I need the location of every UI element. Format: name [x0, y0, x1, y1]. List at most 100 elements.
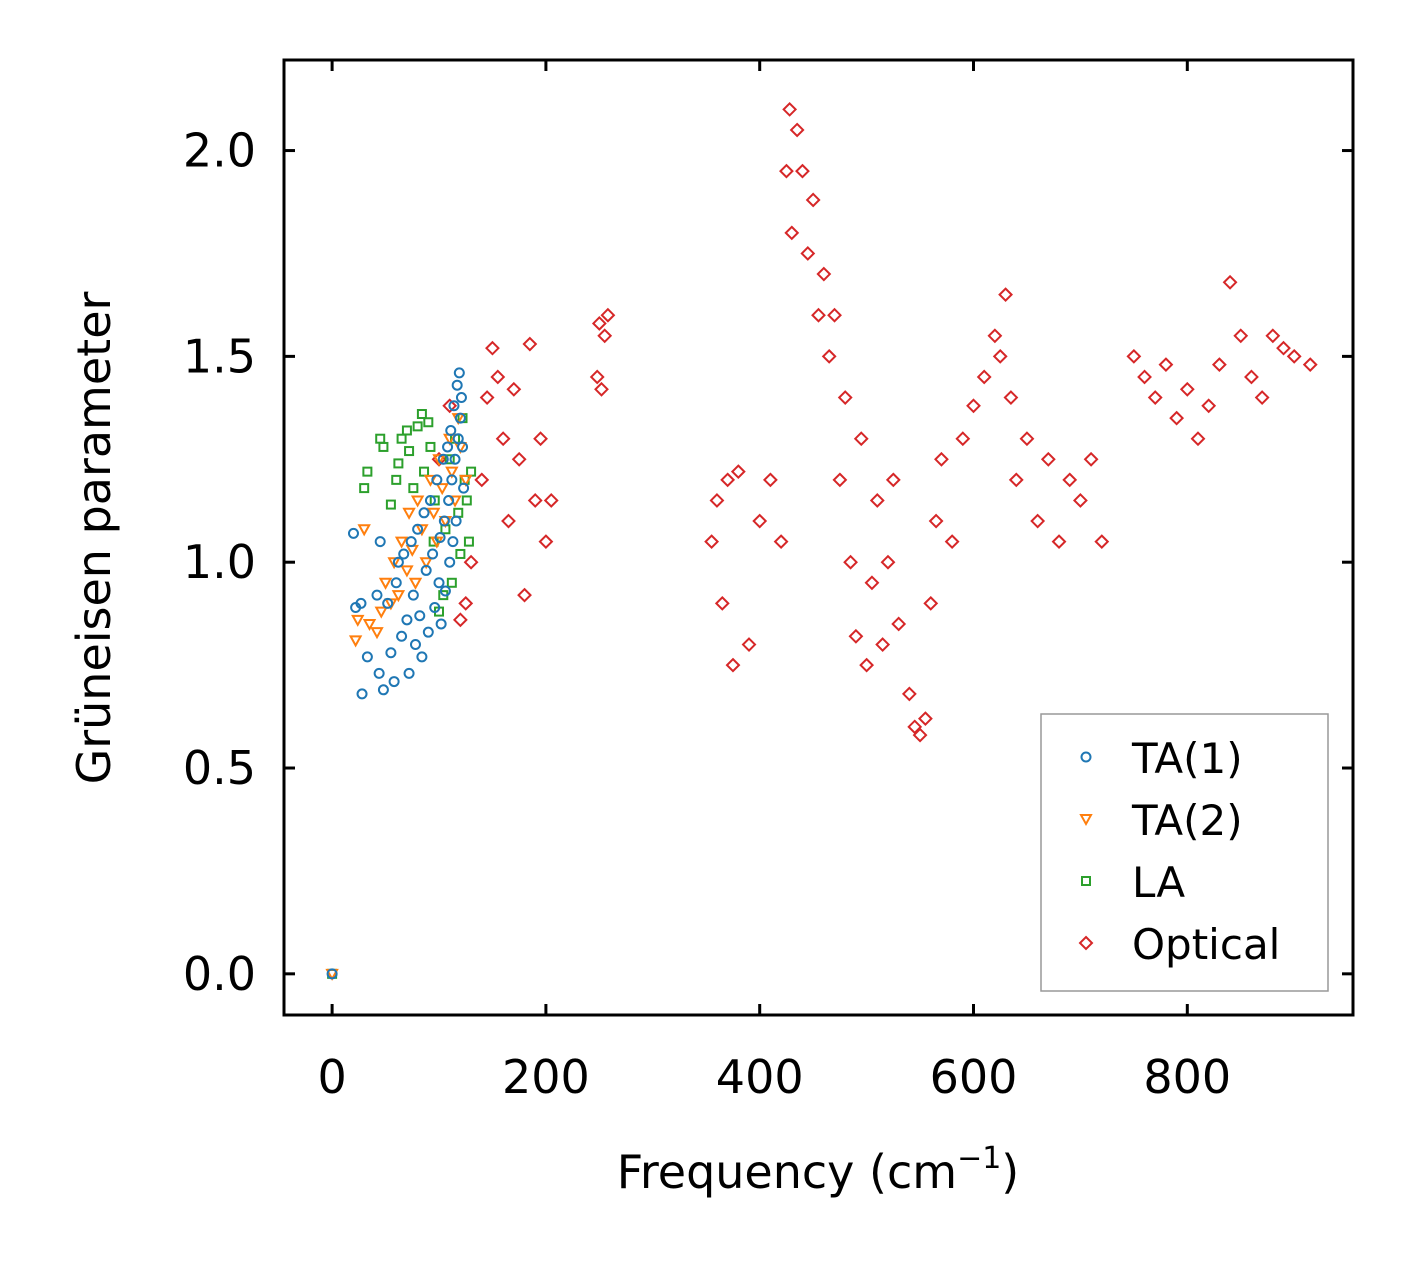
data-point: [597, 328, 613, 344]
data-point: [725, 657, 741, 673]
series-ta-2: [325, 413, 473, 981]
data-point: [426, 507, 441, 520]
data-point: [385, 499, 396, 510]
data-point: [1003, 390, 1019, 405]
series-la: [327, 409, 477, 979]
data-point: [391, 590, 406, 603]
data-point: [1019, 431, 1035, 447]
data-point: [789, 122, 805, 138]
data-point: [401, 614, 413, 626]
data-point: [396, 630, 408, 642]
data-point: [447, 536, 459, 548]
data-point: [408, 577, 423, 590]
data-point: [811, 307, 826, 323]
data-point: [404, 446, 415, 457]
y-tick-label: 1.5: [183, 329, 256, 383]
data-point: [391, 474, 402, 485]
data-point: [377, 684, 389, 696]
legend: TA(1) TA(2) LA Optical: [1040, 713, 1329, 992]
y-tick-labels: 0.0 0.5 1.0 1.5 2.0: [183, 124, 256, 1001]
data-point: [869, 493, 885, 508]
data-point: [410, 495, 425, 508]
data-point: [362, 466, 373, 477]
data-point: [784, 225, 800, 241]
data-point: [827, 307, 842, 323]
data-point: [1169, 410, 1185, 426]
data-point: [396, 433, 407, 444]
x-tick-label: 400: [716, 1050, 804, 1104]
data-point: [517, 587, 532, 603]
data-point: [1211, 357, 1227, 373]
data-point: [400, 565, 414, 578]
data-point: [522, 336, 538, 352]
data-point: [1190, 431, 1206, 447]
y-tick-label: 0.5: [183, 741, 256, 795]
data-point: [1276, 340, 1291, 356]
data-point: [720, 472, 736, 488]
data-point: [714, 595, 730, 611]
data-point: [864, 575, 880, 591]
data-point: [987, 328, 1003, 344]
data-point: [419, 466, 430, 477]
data-point: [409, 639, 421, 651]
data-point: [347, 527, 359, 539]
y-tick-label: 2.0: [183, 124, 256, 178]
data-point: [370, 627, 384, 640]
data-point: [390, 577, 402, 589]
data-point: [944, 534, 960, 550]
data-point: [412, 523, 424, 535]
data-point: [730, 464, 746, 480]
data-point: [955, 431, 971, 447]
data-point: [361, 651, 373, 663]
data-point: [348, 635, 363, 648]
data-point: [403, 667, 415, 679]
data-point: [1286, 348, 1302, 364]
data-point: [901, 686, 917, 702]
data-point: [1072, 493, 1088, 508]
data-point: [859, 657, 875, 673]
data-point: [1179, 381, 1195, 397]
legend-marker-la: [1081, 876, 1091, 886]
data-point: [429, 601, 441, 613]
data-point: [378, 441, 389, 452]
data-point: [1244, 369, 1259, 385]
data-point: [762, 472, 778, 488]
data-point: [1062, 472, 1078, 488]
data-point: [1222, 274, 1238, 290]
data-point: [976, 369, 992, 385]
data-point: [779, 163, 794, 179]
data-point: [415, 524, 429, 537]
data-point: [394, 536, 409, 549]
data-point: [1094, 534, 1110, 550]
data-point: [423, 417, 434, 428]
data-point: [416, 409, 427, 420]
data-point: [1083, 451, 1099, 467]
data-point: [444, 454, 455, 465]
data-point: [355, 597, 367, 609]
data-point: [591, 316, 607, 331]
data-point: [875, 637, 891, 652]
data-point: [451, 379, 463, 391]
x-tick-labels: 0 200 400 600 800: [317, 1050, 1231, 1104]
y-tick-label: 1.0: [183, 535, 256, 589]
x-tick-label: 200: [502, 1050, 590, 1104]
legend-label-ta1: TA(1): [1131, 734, 1243, 783]
data-point: [1201, 398, 1217, 414]
data-point: [463, 536, 474, 547]
data-point: [1302, 357, 1318, 373]
series-optical: [431, 101, 1318, 743]
data-point: [455, 548, 466, 559]
legend-marker-optical: [1078, 935, 1094, 951]
data-point: [375, 433, 386, 444]
data-point: [594, 381, 609, 397]
data-point: [385, 647, 397, 659]
data-point: [966, 398, 981, 414]
data-point: [457, 441, 469, 453]
data-point: [1008, 472, 1024, 488]
x-tick-label: 600: [930, 1050, 1018, 1104]
data-point: [600, 307, 616, 323]
data-point: [923, 595, 939, 611]
legend-marker-ta1: [1080, 751, 1092, 763]
data-point: [446, 577, 457, 588]
data-point: [378, 577, 393, 590]
